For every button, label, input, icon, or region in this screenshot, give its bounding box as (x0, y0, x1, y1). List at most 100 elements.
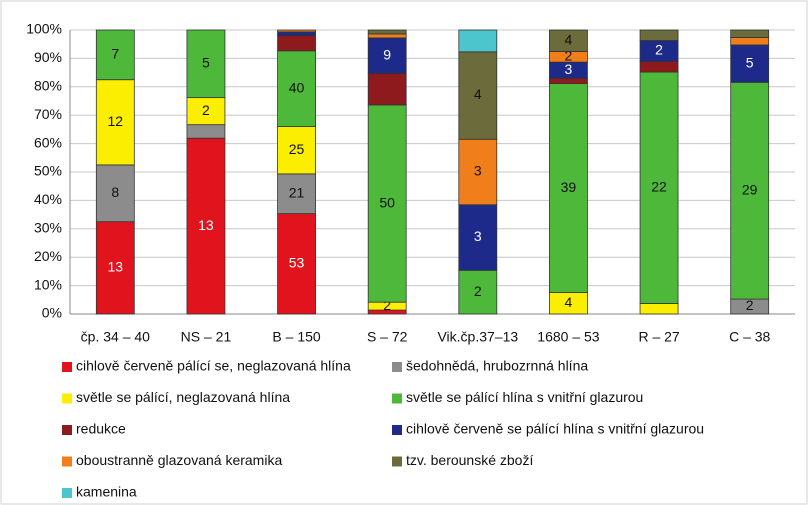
bar-segment (549, 29, 588, 52)
legend-label: redukce (76, 421, 126, 437)
data-label: 2 (202, 102, 210, 118)
y-tick-label: 0% (42, 305, 62, 321)
bar-segment (95, 221, 135, 315)
bar-segment (277, 126, 316, 175)
bar-segment (95, 29, 135, 81)
legend-label: kamenina (76, 484, 137, 500)
bar-segment (367, 104, 407, 303)
y-tick-label: 90% (34, 49, 62, 65)
legend-swatch (392, 362, 402, 372)
y-tick-label: 70% (34, 106, 62, 122)
legend-swatch (62, 456, 72, 467)
data-label: 50 (379, 194, 395, 210)
bar-segment (549, 77, 588, 84)
bar-segment (549, 83, 588, 293)
bar-segment (186, 29, 226, 99)
data-label: 39 (561, 179, 577, 195)
legend-swatch (62, 425, 72, 435)
bar-segment (458, 51, 498, 140)
bar-segment (367, 37, 407, 74)
data-label: 21 (289, 184, 305, 200)
bar-segment (95, 79, 135, 166)
legend-label: cihlově červeně se pálící hlína s vnitřn… (406, 421, 704, 437)
bar-segment (277, 173, 316, 215)
bar-segment (186, 124, 226, 139)
data-label: 7 (111, 46, 119, 62)
y-tick-label: 50% (34, 163, 62, 179)
data-label: 25 (289, 141, 305, 157)
bar-segment (277, 50, 316, 127)
x-tick-label: S – 72 (367, 329, 408, 345)
data-label: 40 (289, 79, 305, 95)
data-label: 2 (746, 297, 754, 313)
legend-label: šedohnědá, hrubozrnná hlína (406, 358, 588, 374)
y-tick-label: 10% (34, 276, 62, 292)
legend-swatch (62, 488, 72, 498)
data-label: 2 (474, 283, 482, 299)
legend-swatch (62, 393, 72, 404)
data-label: 4 (565, 294, 573, 310)
x-tick-label: Vik.čp.37–13 (437, 329, 518, 345)
y-tick-label: 100% (26, 21, 62, 37)
x-tick-label: 1680 – 53 (537, 329, 599, 345)
x-tick-label: B – 150 (272, 329, 320, 345)
data-label: 12 (108, 113, 124, 129)
data-label: 8 (111, 184, 119, 200)
bar-segment (639, 29, 679, 41)
bar-segment (458, 204, 498, 271)
bar-segment (367, 72, 407, 106)
bar-segment (277, 213, 316, 315)
data-label: 2 (565, 47, 573, 63)
x-tick-label: NS – 21 (181, 329, 232, 345)
legend-label: cihlově červeně pálící se, neglazovaná h… (76, 358, 351, 374)
y-tick-label: 80% (34, 78, 62, 94)
data-label: 3 (474, 228, 482, 244)
bar-segment (367, 29, 407, 35)
bar-segment (639, 71, 679, 304)
data-label: 3 (474, 163, 482, 179)
data-label: 5 (202, 55, 210, 71)
bar-segment (458, 29, 498, 53)
bar-segment (730, 37, 770, 46)
x-tick-label: R – 27 (638, 329, 679, 345)
bar-segment (730, 81, 770, 300)
legend-label: oboustranně glazovaná keramika (76, 452, 282, 468)
data-label: 5 (746, 54, 754, 70)
bar-segment (639, 303, 679, 315)
bar-segment (277, 31, 316, 37)
legend-swatch (392, 425, 402, 435)
bar-segment (277, 29, 316, 33)
legend-swatch (392, 393, 402, 404)
legend-label: světle se pálící, neglazovaná hlína (76, 389, 290, 405)
data-label: 9 (383, 46, 391, 62)
data-label: 2 (655, 42, 663, 58)
bar-segment (186, 97, 226, 126)
y-tick-label: 30% (34, 220, 62, 236)
y-tick-label: 20% (34, 248, 62, 264)
bar-segment (730, 44, 770, 83)
data-label: 29 (742, 181, 758, 197)
bar-segment (730, 29, 770, 38)
bar-segment (186, 137, 226, 315)
bar-segment (639, 61, 679, 73)
legend-swatch (62, 362, 72, 372)
data-label: 4 (474, 86, 482, 102)
data-label: 13 (198, 217, 214, 233)
data-label: 2 (383, 297, 391, 313)
data-label: 3 (565, 61, 573, 77)
legend-label: světle se pálící hlína s vnitřní glazuro… (406, 389, 643, 405)
bar-segment (277, 35, 316, 52)
bar-segment (367, 33, 407, 39)
y-tick-label: 40% (34, 191, 62, 207)
x-tick-label: C – 38 (729, 329, 770, 345)
bar-segment (458, 138, 498, 206)
legend-label: tzv. berounské zboží (406, 452, 533, 468)
bar-segment (458, 269, 498, 315)
data-label: 53 (289, 255, 305, 271)
data-label: 13 (108, 259, 124, 275)
data-label: 4 (565, 31, 573, 47)
data-label: 22 (651, 178, 667, 194)
bar-segment (95, 164, 135, 223)
